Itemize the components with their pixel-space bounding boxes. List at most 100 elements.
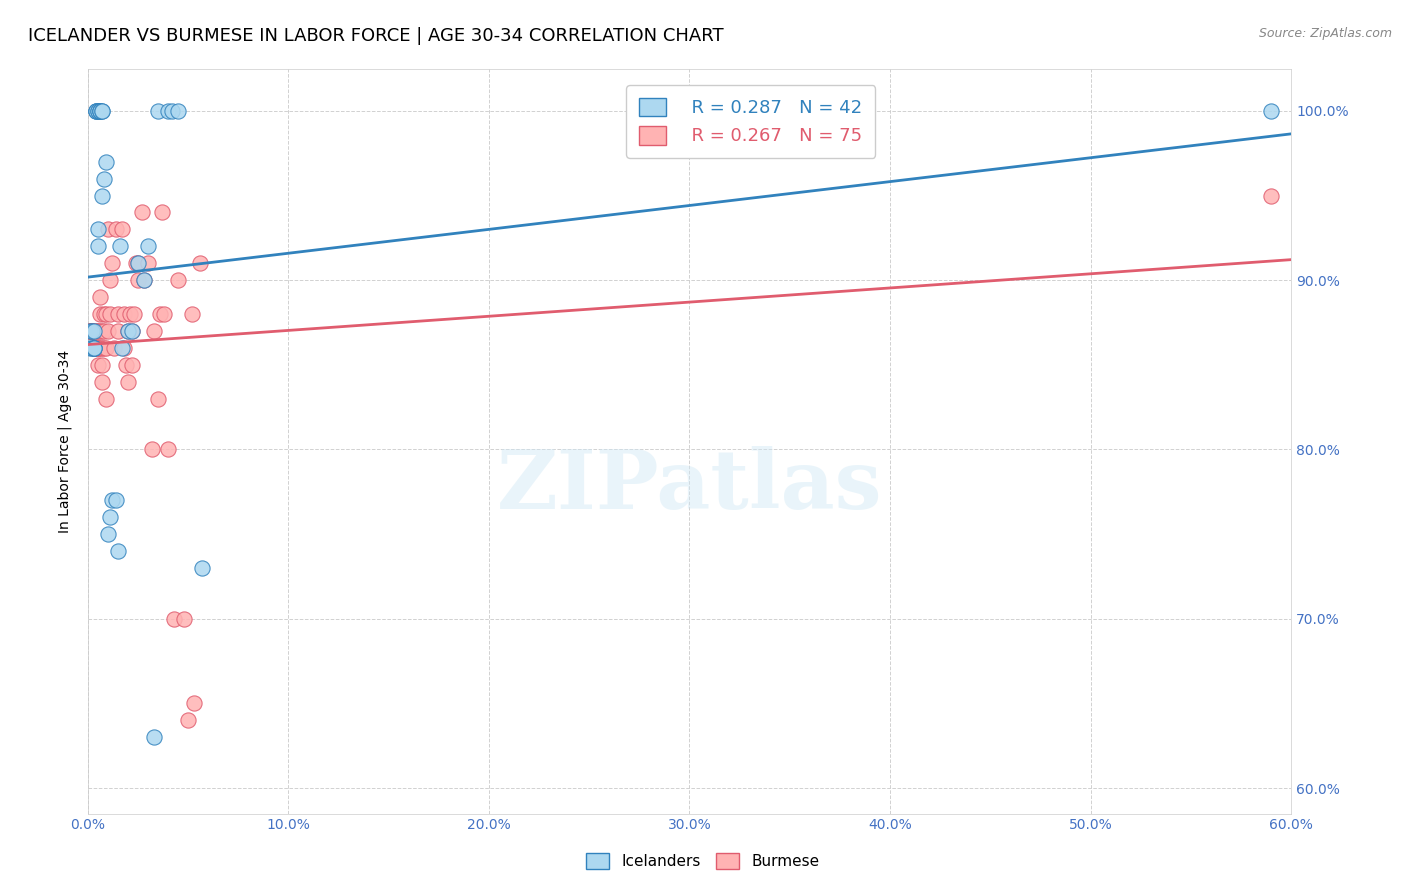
- Point: [80, 324, 103, 338]
- Point: [191, 561, 214, 575]
- Point: [89, 341, 111, 355]
- Point: [83, 341, 105, 355]
- Point: [127, 256, 149, 270]
- Point: [125, 256, 148, 270]
- Point: [79, 324, 101, 338]
- Point: [90, 103, 112, 118]
- Point: [107, 307, 129, 321]
- Text: ICELANDER VS BURMESE IN LABOR FORCE | AGE 30-34 CORRELATION CHART: ICELANDER VS BURMESE IN LABOR FORCE | AG…: [28, 27, 724, 45]
- Point: [94, 341, 117, 355]
- Point: [83, 324, 105, 338]
- Point: [84, 341, 107, 355]
- Point: [79, 324, 101, 338]
- Point: [79, 341, 101, 355]
- Point: [94, 392, 117, 406]
- Point: [173, 612, 195, 626]
- Point: [93, 324, 115, 338]
- Point: [83, 341, 105, 355]
- Point: [84, 324, 107, 338]
- Point: [156, 442, 179, 457]
- Point: [83, 341, 105, 355]
- Point: [156, 103, 179, 118]
- Point: [84, 103, 107, 118]
- Point: [97, 527, 120, 541]
- Point: [131, 205, 153, 219]
- Point: [89, 103, 111, 118]
- Point: [84, 341, 107, 355]
- Point: [117, 324, 139, 338]
- Point: [107, 324, 129, 338]
- Point: [103, 341, 125, 355]
- Point: [136, 256, 159, 270]
- Point: [177, 714, 200, 728]
- Point: [94, 307, 117, 321]
- Point: [86, 358, 108, 372]
- Point: [150, 205, 173, 219]
- Point: [167, 273, 190, 287]
- Point: [86, 341, 108, 355]
- Point: [83, 341, 105, 355]
- Point: [100, 493, 122, 508]
- Point: [80, 341, 103, 355]
- Point: [94, 154, 117, 169]
- Point: [127, 273, 149, 287]
- Point: [112, 341, 135, 355]
- Point: [142, 731, 165, 745]
- Point: [127, 256, 149, 270]
- Point: [141, 442, 163, 457]
- Point: [160, 103, 183, 118]
- Point: [90, 341, 112, 355]
- Point: [93, 341, 115, 355]
- Point: [83, 341, 105, 355]
- Point: [83, 341, 105, 355]
- Point: [1260, 103, 1282, 118]
- Point: [104, 493, 127, 508]
- Point: [84, 103, 107, 118]
- Point: [122, 307, 145, 321]
- Point: [90, 103, 112, 118]
- Point: [86, 103, 108, 118]
- Point: [93, 171, 115, 186]
- Point: [117, 375, 139, 389]
- Point: [97, 222, 120, 236]
- Point: [118, 307, 141, 321]
- Point: [107, 544, 129, 558]
- Point: [121, 324, 143, 338]
- Text: ZIPatlas: ZIPatlas: [496, 446, 882, 525]
- Point: [183, 697, 205, 711]
- Legend:   R = 0.287   N = 42,   R = 0.267   N = 75: R = 0.287 N = 42, R = 0.267 N = 75: [626, 85, 875, 158]
- Point: [80, 324, 103, 338]
- Point: [146, 392, 169, 406]
- Point: [89, 324, 111, 338]
- Point: [188, 256, 211, 270]
- Point: [89, 103, 111, 118]
- Point: [121, 358, 143, 372]
- Point: [90, 358, 112, 372]
- Point: [98, 273, 121, 287]
- Point: [89, 307, 111, 321]
- Point: [111, 222, 134, 236]
- Point: [121, 324, 143, 338]
- Point: [90, 188, 112, 202]
- Point: [86, 239, 108, 253]
- Point: [84, 103, 107, 118]
- Y-axis label: In Labor Force | Age 30-34: In Labor Force | Age 30-34: [58, 350, 72, 533]
- Point: [132, 273, 155, 287]
- Point: [181, 307, 204, 321]
- Text: Source: ZipAtlas.com: Source: ZipAtlas.com: [1258, 27, 1392, 40]
- Point: [97, 324, 120, 338]
- Point: [112, 307, 135, 321]
- Point: [86, 324, 108, 338]
- Point: [163, 612, 186, 626]
- Point: [117, 324, 139, 338]
- Point: [90, 375, 112, 389]
- Point: [80, 324, 103, 338]
- Point: [89, 103, 111, 118]
- Point: [83, 341, 105, 355]
- Point: [114, 358, 136, 372]
- Point: [86, 341, 108, 355]
- Point: [86, 222, 108, 236]
- Point: [1260, 188, 1282, 202]
- Point: [104, 222, 127, 236]
- Point: [83, 341, 105, 355]
